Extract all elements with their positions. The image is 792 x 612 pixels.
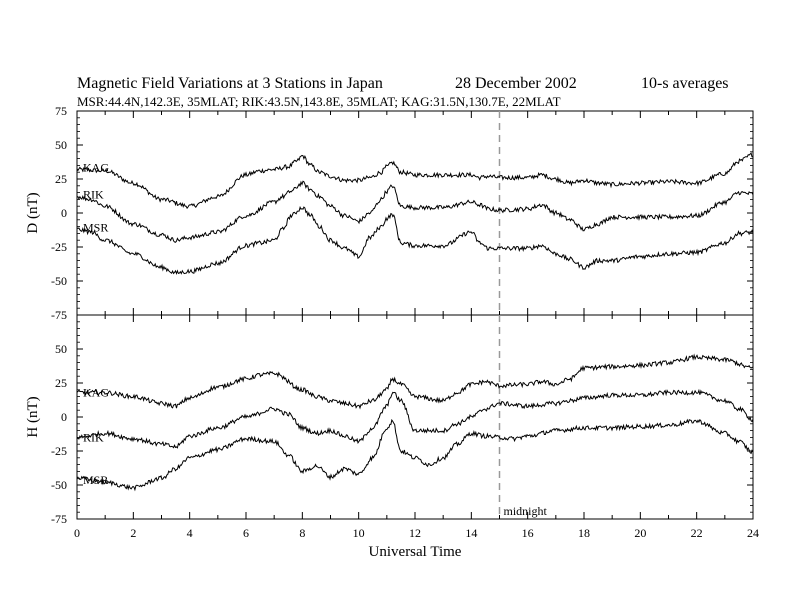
y-tick-label: -75 (51, 512, 67, 526)
y-tick-label: -75 (51, 308, 67, 322)
x-tick-label: 8 (299, 526, 305, 540)
series-label-msr: MSR (83, 220, 108, 234)
series-line-msr (76, 205, 754, 275)
x-tick-label: 20 (634, 526, 646, 540)
chart-averaging: 10-s averages (641, 75, 729, 92)
series-label-msr: MSR (83, 473, 108, 487)
y-tick-label: -25 (51, 240, 67, 254)
panel-D: 75 50 25 0 -25 -50 -75 D (nT) KAG RIK MSR (25, 104, 754, 322)
y-tick-label: 0 (61, 410, 67, 424)
y-tick-label: 75 (55, 104, 67, 118)
series-label-rik: RIK (83, 188, 104, 202)
y-tick-label: 50 (55, 138, 67, 152)
x-tick-label: 10 (353, 526, 365, 540)
panel-frame (76, 314, 754, 520)
x-tick-label: 12 (409, 526, 421, 540)
series-label-kag: KAG (83, 160, 109, 174)
chart-date: 28 December 2002 (455, 75, 577, 92)
y-axis-label: D (nT) (25, 192, 41, 233)
y-tick-label: -50 (51, 478, 67, 492)
y-tick-label: 25 (55, 172, 67, 186)
x-tick-label: 14 (465, 526, 477, 540)
x-tick-label: 4 (187, 526, 193, 540)
midnight-label: midnight (504, 504, 548, 518)
y-tick-label: 0 (61, 206, 67, 220)
x-tick-label: 18 (578, 526, 590, 540)
series-label-rik: RIK (83, 430, 104, 444)
y-tick-label: -50 (51, 274, 67, 288)
series-line-kag (76, 152, 753, 210)
x-tick-label: 0 (74, 526, 80, 540)
y-tick-label: 25 (55, 376, 67, 390)
series-line-rik (76, 388, 754, 449)
series-label-kag: KAG (83, 386, 109, 400)
x-tick-label: 2 (130, 526, 136, 540)
x-tick-label: 6 (243, 526, 249, 540)
x-tick-label: 22 (691, 526, 703, 540)
series-line-kag (76, 353, 754, 410)
series-line-msr (76, 418, 754, 492)
panel-frame (76, 110, 754, 316)
chart-title: Magnetic Field Variations at 3 Stations … (77, 75, 383, 92)
x-axis-label: Universal Time (369, 544, 462, 560)
y-tick-label: -25 (51, 444, 67, 458)
series-line-rik (77, 180, 754, 243)
x-tick-label: 16 (522, 526, 534, 540)
x-tick-label: 24 (747, 526, 759, 540)
y-axis-label: H (nT) (25, 396, 41, 437)
y-tick-label: 50 (55, 342, 67, 356)
station-coordinates: MSR:44.4N,142.3E, 35MLAT; RIK:43.5N,143.… (77, 94, 561, 109)
